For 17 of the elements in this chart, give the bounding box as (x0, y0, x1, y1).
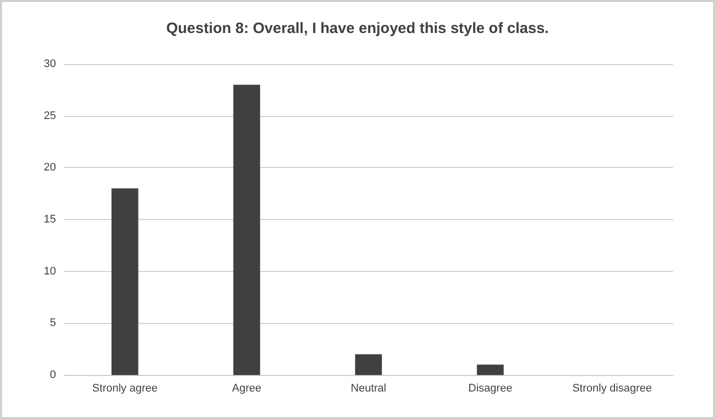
y-tick-label: 15 (44, 214, 56, 226)
chart-title: Question 8: Overall, I have enjoyed this style of class. (166, 20, 549, 37)
bar (476, 364, 504, 375)
y-tick-label: 20 (44, 162, 56, 174)
x-tick-label: Stronly agree (92, 382, 158, 394)
x-tick-label: Stronly disagree (572, 382, 652, 394)
y-tick-label: 30 (44, 58, 56, 70)
y-tick-label: 5 (50, 317, 56, 330)
y-tick-label: 0 (50, 369, 56, 381)
x-tick-label: Disagree (468, 382, 512, 394)
y-tick-label: 25 (44, 110, 56, 122)
bar (112, 188, 138, 375)
bar (233, 84, 260, 375)
x-tick-label: Agree (232, 382, 262, 394)
x-tick-label: Neutral (350, 382, 386, 394)
y-tick-label: 10 (44, 265, 56, 278)
bar (355, 354, 382, 375)
